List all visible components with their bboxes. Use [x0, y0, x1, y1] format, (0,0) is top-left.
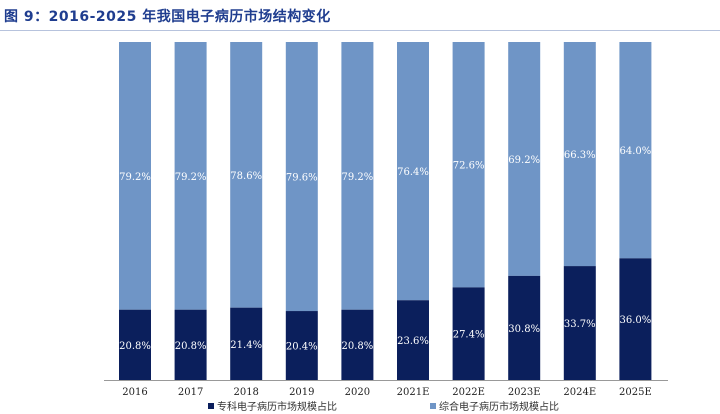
- bar-specialty-2023E: [508, 275, 541, 380]
- data-label-general-2025E: 64.0%: [620, 146, 652, 157]
- bar-specialty-2016: [119, 309, 151, 380]
- x-tick-label-2024E: 2024E: [563, 387, 596, 398]
- x-tick-label-2020: 2020: [345, 387, 370, 398]
- data-label-general-2018: 78.6%: [230, 171, 262, 182]
- data-label-general-2023E: 69.2%: [508, 155, 540, 166]
- data-label-specialty-2018: 21.4%: [230, 340, 262, 351]
- data-label-specialty-2016: 20.8%: [119, 341, 151, 352]
- x-tick-labels: 2016 2017 2018 2019 2020 2021E 2022E 2023E 2024E…: [122, 387, 652, 398]
- bar-general-2016: [119, 42, 151, 310]
- bar-general-2025E: [619, 42, 652, 259]
- data-label-general-2021E: 76.4%: [397, 167, 429, 178]
- x-tick-label-2016: 2016: [122, 387, 147, 398]
- data-label-specialty-2024E: 33.7%: [564, 319, 596, 330]
- data-label-general-2016: 79.2%: [119, 172, 151, 183]
- data-label-specialty-2019: 20.4%: [286, 342, 318, 353]
- title-divider: [0, 30, 720, 31]
- x-tick-label-2019: 2019: [289, 387, 314, 398]
- bar-specialty-2024E: [563, 266, 596, 380]
- legend-label-general: 综合电子病历市场规模占比: [439, 402, 559, 413]
- bar-specialty-2018: [230, 307, 263, 380]
- x-tick-label-2018: 2018: [233, 387, 258, 398]
- data-label-general-2024E: 66.3%: [564, 150, 596, 161]
- figure-title: 图 9：2016-2025 年我国电子病历市场结构变化: [4, 9, 331, 25]
- bar-specialty-2022E: [452, 287, 485, 380]
- data-label-specialty-2023E: 30.8%: [508, 324, 540, 335]
- bar-general-2024E: [563, 42, 596, 267]
- bar-specialty-2021E: [397, 300, 429, 380]
- bar-specialty-2025E: [619, 258, 652, 380]
- bars-layer: 79.2% 20.8% 79.2% 20.8% 78.6% 21.4% 79.6% 20.4%…: [119, 42, 652, 380]
- x-tick-label-2017: 2017: [178, 387, 203, 398]
- data-label-specialty-2022E: 27.4%: [453, 330, 485, 341]
- data-label-general-2019: 79.6%: [286, 173, 318, 184]
- legend: 专科电子病历市场规模占比 综合电子病历市场规模占比: [0, 398, 720, 414]
- bar-general-2023E: [508, 42, 541, 276]
- data-label-specialty-2017: 20.8%: [175, 341, 207, 352]
- data-label-general-2020: 79.2%: [342, 172, 374, 183]
- data-label-specialty-2021E: 23.6%: [397, 336, 429, 347]
- bar-general-2021E: [397, 42, 429, 301]
- legend-swatch-specialty: [208, 402, 214, 409]
- x-tick-label-2021E: 2021E: [397, 387, 430, 398]
- bar-general-2020: [341, 42, 374, 310]
- data-label-specialty-2020: 20.8%: [342, 341, 374, 352]
- legend-label-specialty: 专科电子病历市场规模占比: [217, 402, 337, 413]
- data-label-general-2017: 79.2%: [175, 172, 207, 183]
- data-label-general-2022E: 72.6%: [453, 161, 485, 172]
- legend-item-specialty: 专科电子病历市场规模占比: [208, 398, 337, 413]
- data-label-specialty-2025E: 36.0%: [620, 315, 652, 326]
- bar-general-2022E: [452, 42, 485, 288]
- x-tick-label-2022E: 2022E: [452, 387, 485, 398]
- legend-item-general: 综合电子病历市场规模占比: [430, 398, 559, 413]
- bar-general-2018: [230, 42, 263, 308]
- bar-general-2019: [285, 42, 318, 312]
- bar-specialty-2019: [285, 311, 318, 380]
- bar-specialty-2020: [341, 309, 374, 380]
- bar-general-2017: [174, 42, 207, 310]
- bar-specialty-2017: [174, 309, 207, 380]
- legend-swatch-general: [430, 402, 436, 409]
- x-tick-label-2023E: 2023E: [508, 387, 541, 398]
- x-tick-label-2025E: 2025E: [619, 387, 652, 398]
